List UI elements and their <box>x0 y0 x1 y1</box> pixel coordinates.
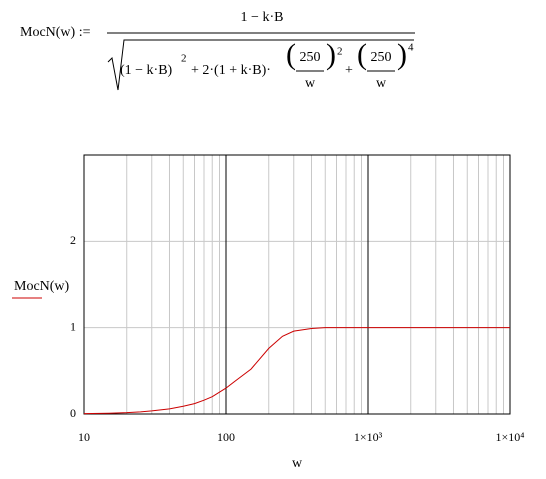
x-tick-label: 10 <box>78 430 90 444</box>
legend-label: MocN(w) <box>14 279 70 294</box>
sqrt-sign <box>107 39 414 91</box>
y-tick-label: 2 <box>70 233 76 247</box>
x-tick-label: 1×10⁴ <box>496 430 525 444</box>
formula-number: 250 <box>300 50 321 65</box>
data-line <box>83 327 510 415</box>
formula-numerator: 1 − k·B <box>241 10 284 25</box>
x-tick-label: 1×10³ <box>354 430 383 444</box>
formula-term: (1 − k·B) <box>120 63 173 78</box>
paren: ) <box>397 38 407 71</box>
x-tick-label: 100 <box>217 430 235 444</box>
plot: 10 100 1×10³ 1×10⁴ 0 1 2 w MocN(w) <box>12 154 525 471</box>
formula-lhs: MocN(w) := <box>20 25 91 40</box>
formula-exponent: 2 <box>337 46 343 58</box>
y-tick-label: 0 <box>70 406 76 420</box>
plot-frame <box>83 154 511 415</box>
paren: ( <box>357 38 367 71</box>
paren: ( <box>286 38 296 71</box>
formula-variable: w <box>376 76 387 91</box>
y-tick-label: 1 <box>70 319 76 333</box>
paren: ) <box>326 38 336 71</box>
formula-term: + 2·(1 + k·B)· <box>191 63 271 78</box>
formula-number: 250 <box>371 50 392 65</box>
formula-variable: w <box>305 76 316 91</box>
formula-operator: + <box>345 63 353 78</box>
formula-exponent: 4 <box>408 42 414 54</box>
formula-exponent: 2 <box>181 53 187 65</box>
x-axis-label: w <box>292 456 303 471</box>
